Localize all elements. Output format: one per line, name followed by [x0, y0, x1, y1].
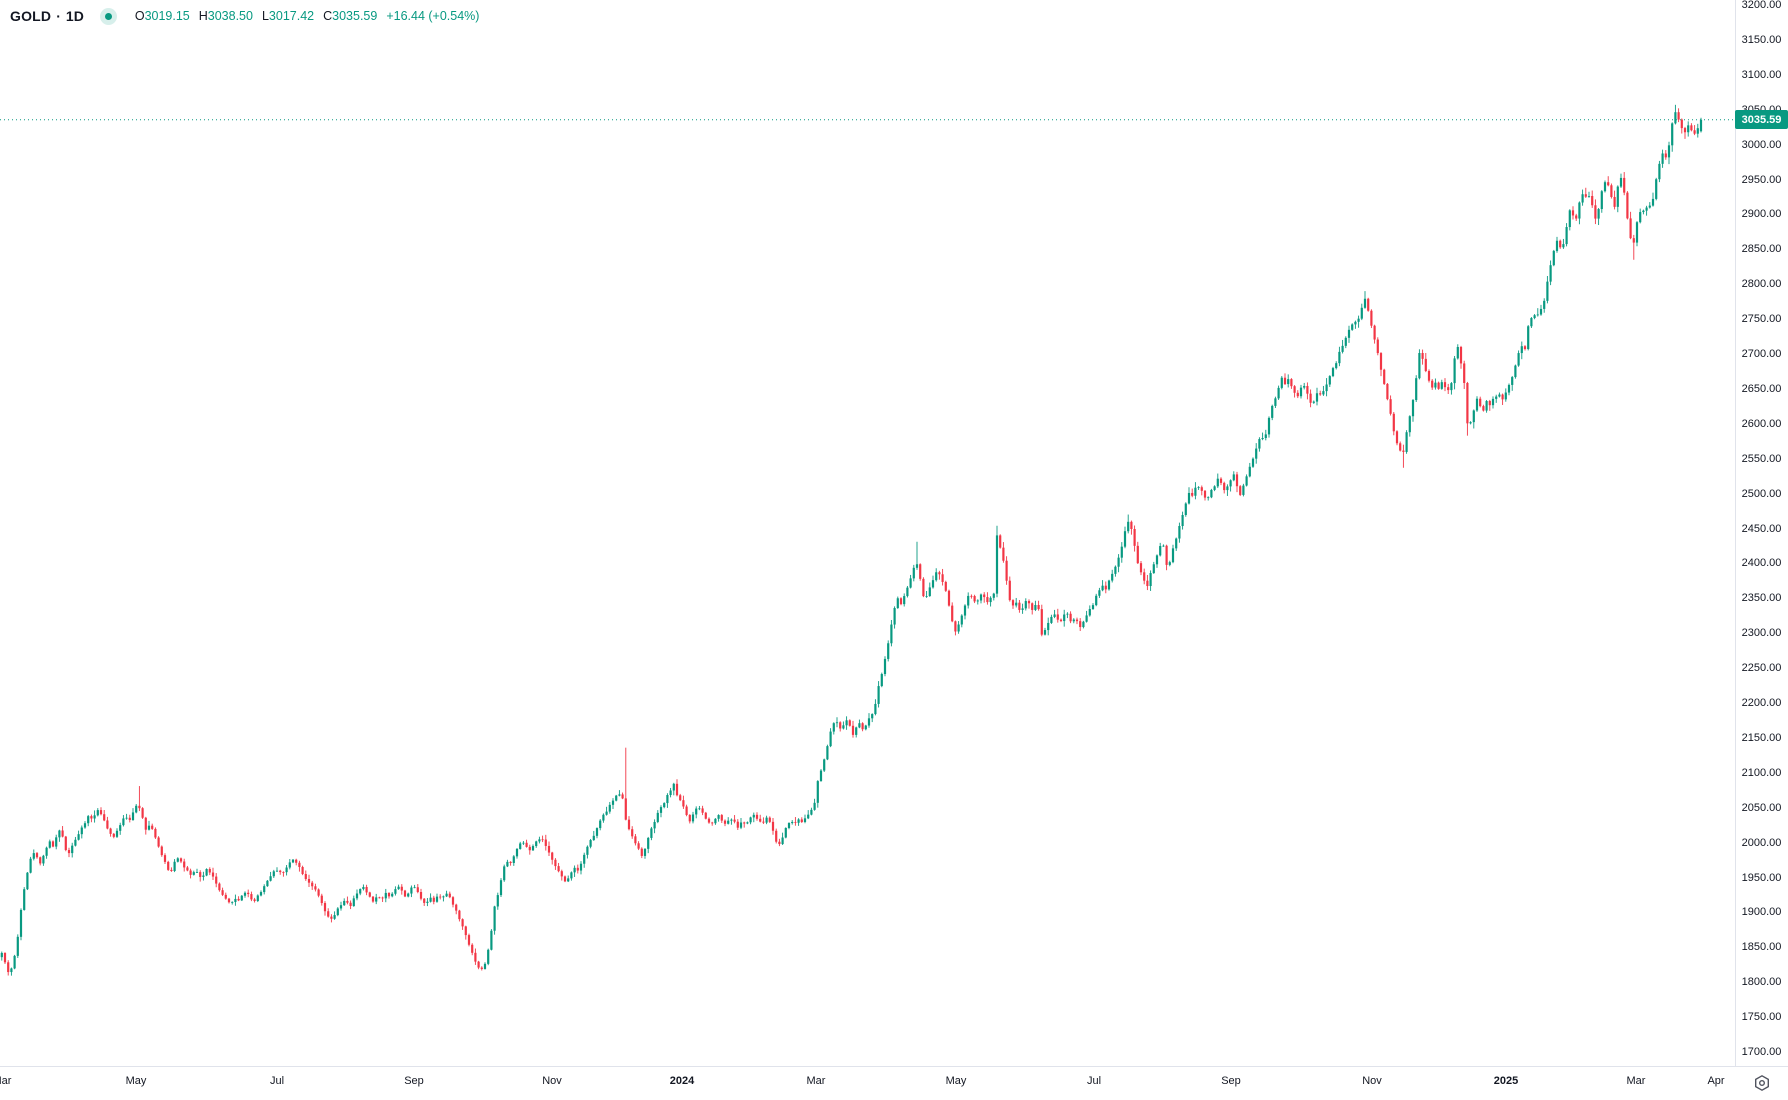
price-tick-label: 2150.00: [1741, 731, 1782, 744]
time-tick-label: Mar: [1626, 1075, 1646, 1087]
price-tick-label: 2650.00: [1741, 382, 1782, 395]
price-tick-label: 2350.00: [1741, 592, 1782, 605]
price-tick-label: 2900.00: [1741, 208, 1782, 221]
price-tick-label: 2250.00: [1741, 662, 1782, 675]
price-tick-label: 1900.00: [1741, 906, 1782, 919]
symbol-name[interactable]: GOLD: [10, 8, 52, 24]
time-tick-label: 2024: [669, 1075, 695, 1087]
price-tick-label: 1750.00: [1741, 1011, 1782, 1024]
price-tick-label: 2300.00: [1741, 627, 1782, 640]
price-tick-label: 2000.00: [1741, 836, 1782, 849]
last-price-value: 3035.59: [1741, 113, 1782, 126]
gear-icon[interactable]: [1751, 1072, 1773, 1094]
time-axis[interactable]: Mar May Jul Sep Nov 2024 Mar May Jul Sep Nov 2025 Ma…: [0, 1066, 1735, 1100]
price-axis[interactable]: 3200.003150.003100.003050.003000.002950.…: [1735, 0, 1788, 1066]
high-value: 3038.50: [207, 9, 253, 23]
time-tick-label: Sep: [404, 1075, 424, 1087]
price-tick-label: 3200.00: [1741, 0, 1782, 11]
time-tick-label: Mar: [0, 1075, 12, 1087]
time-tick-label: Apr: [1707, 1075, 1725, 1087]
interval-label[interactable]: 1D: [65, 8, 84, 24]
time-tick-label: 2025: [1493, 1075, 1519, 1087]
price-tick-label: 3100.00: [1741, 68, 1782, 81]
high-label: H: [198, 9, 208, 23]
price-tick-label: 2450.00: [1741, 522, 1782, 535]
price-tick-label: 2850.00: [1741, 243, 1782, 256]
close-value: 3035.59: [332, 9, 378, 23]
low-value: 3017.42: [268, 9, 315, 23]
price-tick-label: 3000.00: [1741, 138, 1782, 151]
change-value: +16.44 (+0.54%): [386, 9, 480, 23]
time-tick-label: Mar: [806, 1075, 826, 1087]
low-label: L: [261, 9, 269, 23]
symbol-legend: GOLD · 1D O3019.15 H3038.50 L3017.42 C30…: [10, 6, 479, 26]
price-tick-label: 2950.00: [1741, 173, 1782, 186]
open-label: O: [134, 9, 145, 23]
time-tick-label: Nov: [542, 1075, 562, 1087]
price-tick-label: 2050.00: [1741, 801, 1782, 814]
time-tick-label: Jul: [269, 1075, 285, 1087]
price-tick-label: 2750.00: [1741, 313, 1782, 326]
last-price-badge: 3035.59: [1735, 110, 1788, 130]
price-tick-label: 1950.00: [1741, 871, 1782, 884]
price-tick-label: 2600.00: [1741, 417, 1782, 430]
price-tick-label: 3150.00: [1741, 33, 1782, 46]
price-tick-label: 2550.00: [1741, 452, 1782, 465]
time-tick-label: Jul: [1086, 1075, 1102, 1087]
price-tick-label: 1700.00: [1741, 1046, 1782, 1058]
price-tick-label: 1800.00: [1741, 976, 1782, 989]
price-tick-label: 2400.00: [1741, 557, 1782, 570]
axis-settings-corner: [1735, 1066, 1788, 1100]
close-label: C: [323, 9, 333, 23]
market-status-dot-icon[interactable]: [99, 7, 117, 25]
time-tick-label: Sep: [1221, 1075, 1241, 1087]
open-value: 3019.15: [144, 9, 190, 23]
price-tick-label: 2700.00: [1741, 348, 1782, 360]
price-tick-label: 2200.00: [1741, 697, 1782, 709]
price-tick-label: 2800.00: [1741, 278, 1782, 291]
candles-layer: [0, 104, 1703, 976]
time-tick-label: Nov: [1362, 1075, 1382, 1087]
time-tick-label: May: [125, 1075, 147, 1087]
ohlc-values: O3019.15 H3038.50 L3017.42 C3035.59 +16.…: [135, 9, 480, 23]
legend-separator: ·: [56, 8, 61, 24]
time-tick-label: May: [945, 1075, 967, 1087]
price-tick-label: 2100.00: [1741, 766, 1782, 779]
price-tick-label: 1850.00: [1741, 941, 1782, 954]
price-tick-label: 2500.00: [1741, 487, 1782, 500]
